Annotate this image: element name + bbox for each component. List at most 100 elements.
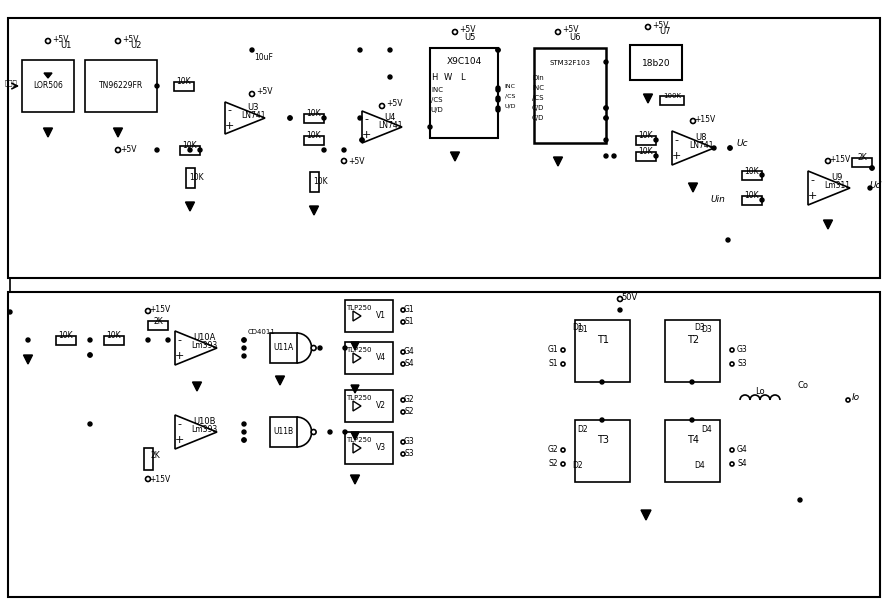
Circle shape bbox=[712, 146, 716, 150]
Polygon shape bbox=[688, 183, 697, 192]
Circle shape bbox=[166, 338, 170, 342]
Circle shape bbox=[46, 38, 50, 43]
Text: 2K: 2K bbox=[153, 316, 163, 326]
Text: U8: U8 bbox=[695, 133, 707, 142]
Circle shape bbox=[561, 348, 565, 352]
Circle shape bbox=[145, 309, 151, 313]
Text: Io: Io bbox=[852, 393, 860, 403]
Circle shape bbox=[618, 308, 622, 312]
Text: U2: U2 bbox=[130, 42, 142, 51]
Text: G1: G1 bbox=[547, 345, 558, 354]
Circle shape bbox=[846, 398, 850, 402]
Circle shape bbox=[26, 338, 30, 342]
Text: +: + bbox=[807, 191, 816, 201]
Text: -: - bbox=[364, 114, 368, 124]
Circle shape bbox=[145, 477, 151, 481]
Bar bbox=[630, 45, 682, 80]
Text: 10K: 10K bbox=[306, 131, 322, 141]
Text: STM32F103: STM32F103 bbox=[549, 60, 590, 66]
Circle shape bbox=[311, 430, 316, 434]
Polygon shape bbox=[185, 202, 194, 211]
Polygon shape bbox=[23, 355, 32, 364]
Text: V2: V2 bbox=[376, 401, 386, 411]
Bar bbox=[104, 335, 124, 345]
Text: 10K: 10K bbox=[314, 178, 328, 186]
Circle shape bbox=[88, 353, 92, 357]
Text: U1: U1 bbox=[60, 42, 72, 51]
Text: /CS: /CS bbox=[504, 93, 515, 98]
Bar bbox=[304, 114, 324, 122]
Circle shape bbox=[496, 108, 500, 112]
Text: 10K: 10K bbox=[190, 174, 204, 183]
Text: +5V: +5V bbox=[52, 34, 68, 43]
Circle shape bbox=[341, 158, 347, 164]
Bar bbox=[180, 145, 200, 155]
Text: V3: V3 bbox=[376, 444, 386, 453]
Text: INC: INC bbox=[504, 84, 515, 89]
Circle shape bbox=[198, 148, 202, 152]
Circle shape bbox=[496, 106, 500, 110]
Circle shape bbox=[496, 48, 500, 52]
Bar bbox=[665, 320, 720, 382]
Circle shape bbox=[760, 173, 764, 177]
Polygon shape bbox=[193, 382, 202, 391]
Text: U/D: U/D bbox=[504, 103, 516, 109]
Circle shape bbox=[242, 430, 246, 434]
Circle shape bbox=[654, 154, 658, 158]
Polygon shape bbox=[351, 432, 359, 440]
Text: TLP250: TLP250 bbox=[346, 437, 372, 443]
Text: D2: D2 bbox=[578, 425, 589, 434]
Text: 2K: 2K bbox=[151, 450, 159, 459]
Text: U6: U6 bbox=[569, 34, 581, 43]
Text: Lm311: Lm311 bbox=[824, 181, 850, 191]
Circle shape bbox=[730, 448, 734, 452]
Text: +: + bbox=[175, 435, 184, 445]
Text: G3: G3 bbox=[403, 437, 414, 447]
Circle shape bbox=[401, 410, 405, 414]
Text: D1: D1 bbox=[573, 323, 583, 332]
Circle shape bbox=[88, 353, 92, 357]
Text: 10K: 10K bbox=[177, 78, 192, 87]
Text: 10K: 10K bbox=[639, 147, 653, 156]
Circle shape bbox=[600, 418, 604, 422]
Text: -: - bbox=[674, 135, 678, 145]
Circle shape bbox=[401, 362, 405, 366]
Text: 50V: 50V bbox=[622, 293, 638, 301]
Text: S1: S1 bbox=[404, 318, 414, 326]
Circle shape bbox=[730, 462, 734, 466]
Text: 2K: 2K bbox=[857, 153, 866, 163]
Text: LN741: LN741 bbox=[689, 142, 713, 150]
Text: -: - bbox=[177, 335, 181, 345]
Circle shape bbox=[116, 38, 120, 43]
Text: U11B: U11B bbox=[273, 428, 293, 436]
Text: Co: Co bbox=[797, 381, 808, 389]
Polygon shape bbox=[114, 128, 123, 137]
Text: 10K: 10K bbox=[107, 332, 121, 340]
Text: LOR506: LOR506 bbox=[33, 81, 63, 90]
Bar bbox=[345, 390, 393, 422]
Circle shape bbox=[798, 498, 802, 502]
Text: +5V: +5V bbox=[255, 87, 272, 97]
Circle shape bbox=[691, 119, 695, 123]
Circle shape bbox=[617, 296, 623, 301]
Polygon shape bbox=[554, 157, 563, 166]
Text: 18b20: 18b20 bbox=[642, 59, 670, 67]
Circle shape bbox=[428, 125, 432, 129]
Text: T1: T1 bbox=[597, 335, 609, 345]
Text: S3: S3 bbox=[404, 450, 414, 458]
Circle shape bbox=[146, 338, 150, 342]
Bar bbox=[430, 48, 498, 138]
Text: +: + bbox=[224, 121, 234, 131]
Text: +5V: +5V bbox=[386, 100, 402, 109]
Bar bbox=[56, 335, 76, 345]
Text: G1: G1 bbox=[404, 306, 414, 315]
Circle shape bbox=[242, 354, 246, 358]
Text: G4: G4 bbox=[737, 444, 747, 453]
Text: W: W bbox=[444, 73, 452, 81]
Circle shape bbox=[322, 148, 326, 152]
Text: U5: U5 bbox=[464, 34, 476, 43]
Circle shape bbox=[88, 422, 92, 426]
Text: 10K: 10K bbox=[183, 142, 197, 150]
Circle shape bbox=[496, 96, 500, 100]
Circle shape bbox=[604, 116, 608, 120]
